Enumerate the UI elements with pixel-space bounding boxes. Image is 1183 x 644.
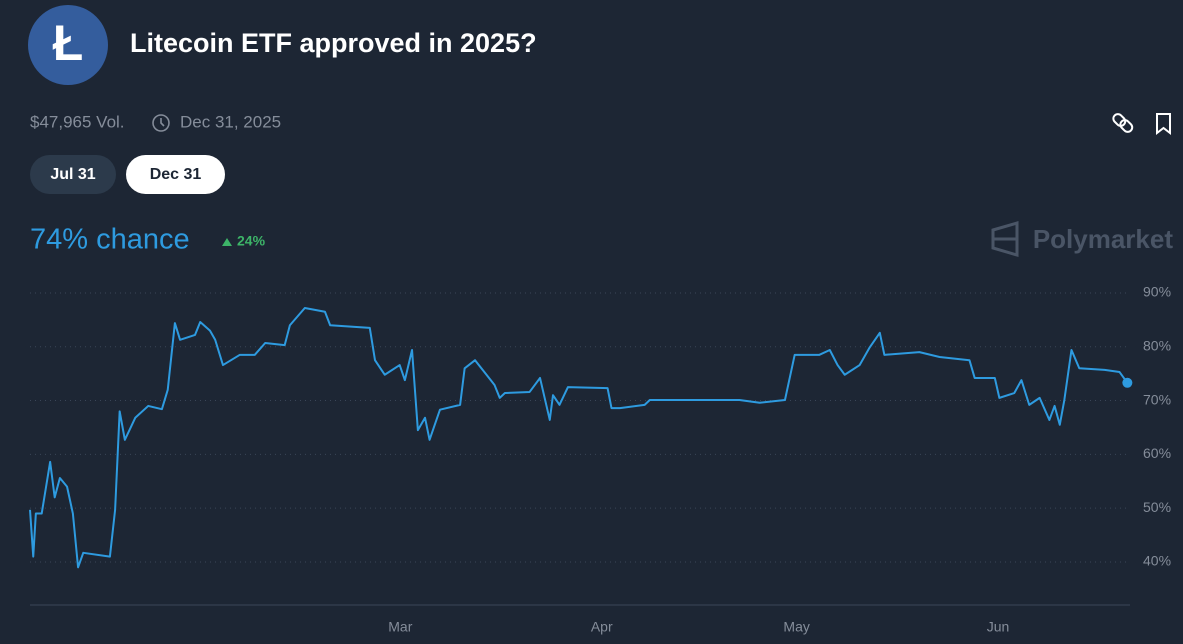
y-tick-label: 40% bbox=[1143, 553, 1171, 569]
y-tick-label: 90% bbox=[1143, 284, 1171, 300]
tab-active[interactable] bbox=[126, 155, 225, 194]
end-date: Dec 31, 2025 bbox=[180, 112, 281, 131]
logo-glyph: Ł bbox=[53, 15, 84, 71]
x-tick-label: Apr bbox=[591, 619, 613, 635]
bookmark-icon[interactable] bbox=[1156, 113, 1171, 136]
brand-logo bbox=[991, 221, 1019, 257]
y-tick-label: 70% bbox=[1143, 391, 1171, 407]
x-tick-label: Jun bbox=[987, 619, 1010, 635]
brand: Polymarket bbox=[1033, 224, 1174, 254]
chart: 40% 50% 60% 70% 80% 90% Mar Apr May Jun bbox=[29, 284, 1171, 635]
y-tick-label: 60% bbox=[1143, 445, 1171, 461]
tab-label[interactable]: Jul 31 bbox=[50, 166, 95, 183]
price-line bbox=[29, 307, 1129, 569]
tab[interactable] bbox=[30, 155, 116, 194]
y-tick-label: 80% bbox=[1143, 337, 1171, 353]
link-icon[interactable] bbox=[1112, 112, 1135, 134]
last-point bbox=[1122, 377, 1133, 388]
up-arrow bbox=[222, 238, 232, 246]
x-tick-label: Mar bbox=[388, 619, 412, 635]
y-tick-label: 50% bbox=[1143, 499, 1171, 515]
clock-icon bbox=[152, 114, 170, 132]
volume: $47,965 Vol. bbox=[30, 112, 125, 131]
title: Litecoin ETF approved in 2025? bbox=[130, 28, 537, 58]
chance: 74% chance bbox=[30, 224, 190, 256]
change: 24% bbox=[237, 233, 266, 249]
tab-label[interactable]: Dec 31 bbox=[150, 166, 202, 183]
x-tick-label: May bbox=[783, 619, 809, 635]
logo bbox=[28, 5, 108, 85]
